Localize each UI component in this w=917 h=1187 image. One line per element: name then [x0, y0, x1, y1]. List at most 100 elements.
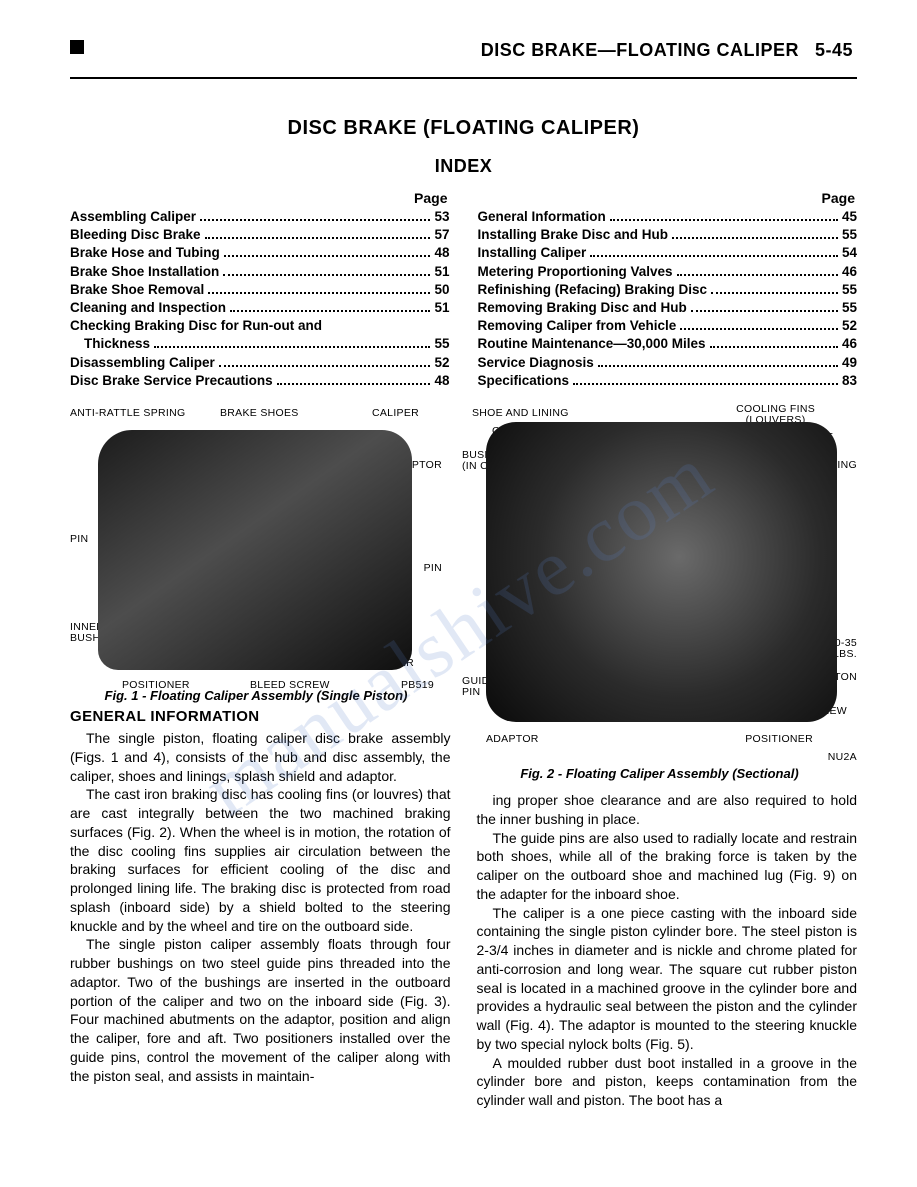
callout-code-2: NU2A — [828, 752, 857, 763]
figure-2: SHOE AND LINING CALIPER BUSHING (IN CALI… — [462, 408, 857, 781]
page-label-left: Page — [70, 189, 450, 208]
index-leader-dots — [208, 292, 430, 294]
callout-positioner-2: POSITIONER — [745, 734, 813, 745]
manual-page: DISC BRAKE—FLOATING CALIPER 5-45 DISC BR… — [0, 0, 917, 1150]
running-header: DISC BRAKE—FLOATING CALIPER 5-45 — [70, 40, 857, 67]
figures-row: ANTI-RATTLE SPRING BRAKE SHOES CALIPER A… — [70, 408, 857, 781]
index-leader-dots — [672, 237, 838, 239]
index-page: 48 — [434, 372, 449, 390]
body-paragraph: The cast iron braking disc has cooling f… — [70, 785, 451, 935]
index-label: Disassembling Caliper — [70, 354, 215, 372]
figure-1-image — [98, 430, 412, 670]
index-label: Installing Brake Disc and Hub — [478, 226, 669, 244]
index-leader-dots — [677, 274, 838, 276]
index-page: 55 — [434, 335, 449, 353]
index-page: 50 — [434, 281, 449, 299]
body-paragraph: The caliper is a one piece casting with … — [477, 904, 858, 1054]
body-paragraph: ing proper shoe clearance and are also r… — [477, 791, 858, 829]
callout-bleed-screw: BLEED SCREW — [250, 680, 330, 691]
body-col-right: ing proper shoe clearance and are also r… — [477, 791, 858, 1110]
index-row: Refinishing (Refacing) Braking Disc 55 — [478, 281, 858, 299]
figure-1: ANTI-RATTLE SPRING BRAKE SHOES CALIPER A… — [70, 408, 442, 781]
index-label: Installing Caliper — [478, 244, 587, 262]
figure-2-caption: Fig. 2 - Floating Caliper Assembly (Sect… — [462, 766, 857, 781]
page-label-right: Page — [478, 189, 858, 208]
index-label: Refinishing (Refacing) Braking Disc — [478, 281, 708, 299]
index-label: Brake Shoe Installation — [70, 263, 219, 281]
index-label: Bleeding Disc Brake — [70, 226, 201, 244]
figure-2-image — [486, 422, 837, 722]
index-row: Installing Brake Disc and Hub 55 — [478, 226, 858, 244]
index-page: 57 — [434, 226, 449, 244]
index-row: Disassembling Caliper 52 — [70, 354, 450, 372]
callout-positioner-l: POSITIONER — [122, 680, 190, 691]
index-page: 55 — [842, 226, 857, 244]
index-leader-dots — [598, 365, 838, 367]
index-leader-dots — [219, 365, 431, 367]
index-row: Brake Shoe Installation 51 — [70, 263, 450, 281]
index-label: Removing Caliper from Vehicle — [478, 317, 677, 335]
index-leader-dots — [691, 310, 838, 312]
body-paragraph: A moulded rubber dust boot installed in … — [477, 1054, 858, 1110]
index-label: Cleaning and Inspection — [70, 299, 226, 317]
body-paras-right: ing proper shoe clearance and are also r… — [477, 791, 858, 1110]
callout-caliper: CALIPER — [372, 408, 419, 419]
index-label: Metering Proportioning Valves — [478, 263, 673, 281]
body-paragraph: The guide pins are also used to radially… — [477, 829, 858, 904]
index-label: Specifications — [478, 372, 570, 390]
index-col-left: Page Assembling Caliper53Bleeding Disc B… — [70, 189, 450, 390]
header-rule — [70, 77, 857, 79]
index-page: 55 — [842, 299, 857, 317]
index-page: 52 — [842, 317, 857, 335]
index-page: 55 — [842, 281, 857, 299]
callout-pin-right: PIN — [424, 563, 442, 574]
index-leader-dots — [573, 383, 838, 385]
index-leader-dots — [200, 219, 430, 221]
index-row: Bleeding Disc Brake 57 — [70, 226, 450, 244]
index-label: Disc Brake Service Precautions — [70, 372, 273, 390]
index-leader-dots — [230, 310, 430, 312]
index-page: 52 — [434, 354, 449, 372]
index-row: Service Diagnosis49 — [478, 354, 858, 372]
index-label: Assembling Caliper — [70, 208, 196, 226]
callout-shoe-lining: SHOE AND LINING — [472, 408, 569, 419]
index-page: 54 — [842, 244, 857, 262]
page-marker-dot — [70, 40, 84, 54]
index-label: General Information — [478, 208, 606, 226]
index-list-left: Assembling Caliper53Bleeding Disc Brake 5… — [70, 208, 450, 390]
index-leader-dots — [205, 237, 431, 239]
index-label: Checking Braking Disc for Run-out and — [70, 317, 322, 335]
index-label: Thickness — [84, 335, 150, 353]
index-leader-dots — [154, 346, 430, 348]
index-page: 51 — [434, 263, 449, 281]
index-row: Installing Caliper 54 — [478, 244, 858, 262]
index-row: Specifications 83 — [478, 372, 858, 390]
index-leader-dots — [680, 328, 838, 330]
index-row: Disc Brake Service Precautions 48 — [70, 372, 450, 390]
index-label: Brake Shoe Removal — [70, 281, 204, 299]
index-columns: Page Assembling Caliper53Bleeding Disc B… — [70, 189, 857, 390]
index-list-right: General Information45Installing Brake Di… — [478, 208, 858, 390]
index-page: 45 — [842, 208, 857, 226]
body-paras-left: The single piston, floating caliper disc… — [70, 729, 451, 1085]
index-leader-dots — [590, 255, 838, 257]
index-leader-dots — [711, 292, 838, 294]
index-row: Thickness 55 — [70, 335, 450, 353]
index-row: Cleaning and Inspection51 — [70, 299, 450, 317]
page-number: 5-45 — [815, 40, 853, 61]
index-page: 83 — [842, 372, 857, 390]
callout-adaptor-2: ADAPTOR — [486, 734, 539, 745]
index-row: Assembling Caliper53 — [70, 208, 450, 226]
index-page: 49 — [842, 354, 857, 372]
index-row: Checking Braking Disc for Run-out and — [70, 317, 450, 335]
index-row: Removing Braking Disc and Hub 55 — [478, 299, 858, 317]
index-row: Metering Proportioning Valves 46 — [478, 263, 858, 281]
index-row: Brake Hose and Tubing48 — [70, 244, 450, 262]
index-label: Brake Hose and Tubing — [70, 244, 220, 262]
index-leader-dots — [223, 274, 430, 276]
index-row: Removing Caliper from Vehicle 52 — [478, 317, 858, 335]
index-page: 46 — [842, 263, 857, 281]
running-title: DISC BRAKE—FLOATING CALIPER — [481, 40, 799, 61]
index-title: INDEX — [70, 156, 857, 177]
index-label: Removing Braking Disc and Hub — [478, 299, 687, 317]
